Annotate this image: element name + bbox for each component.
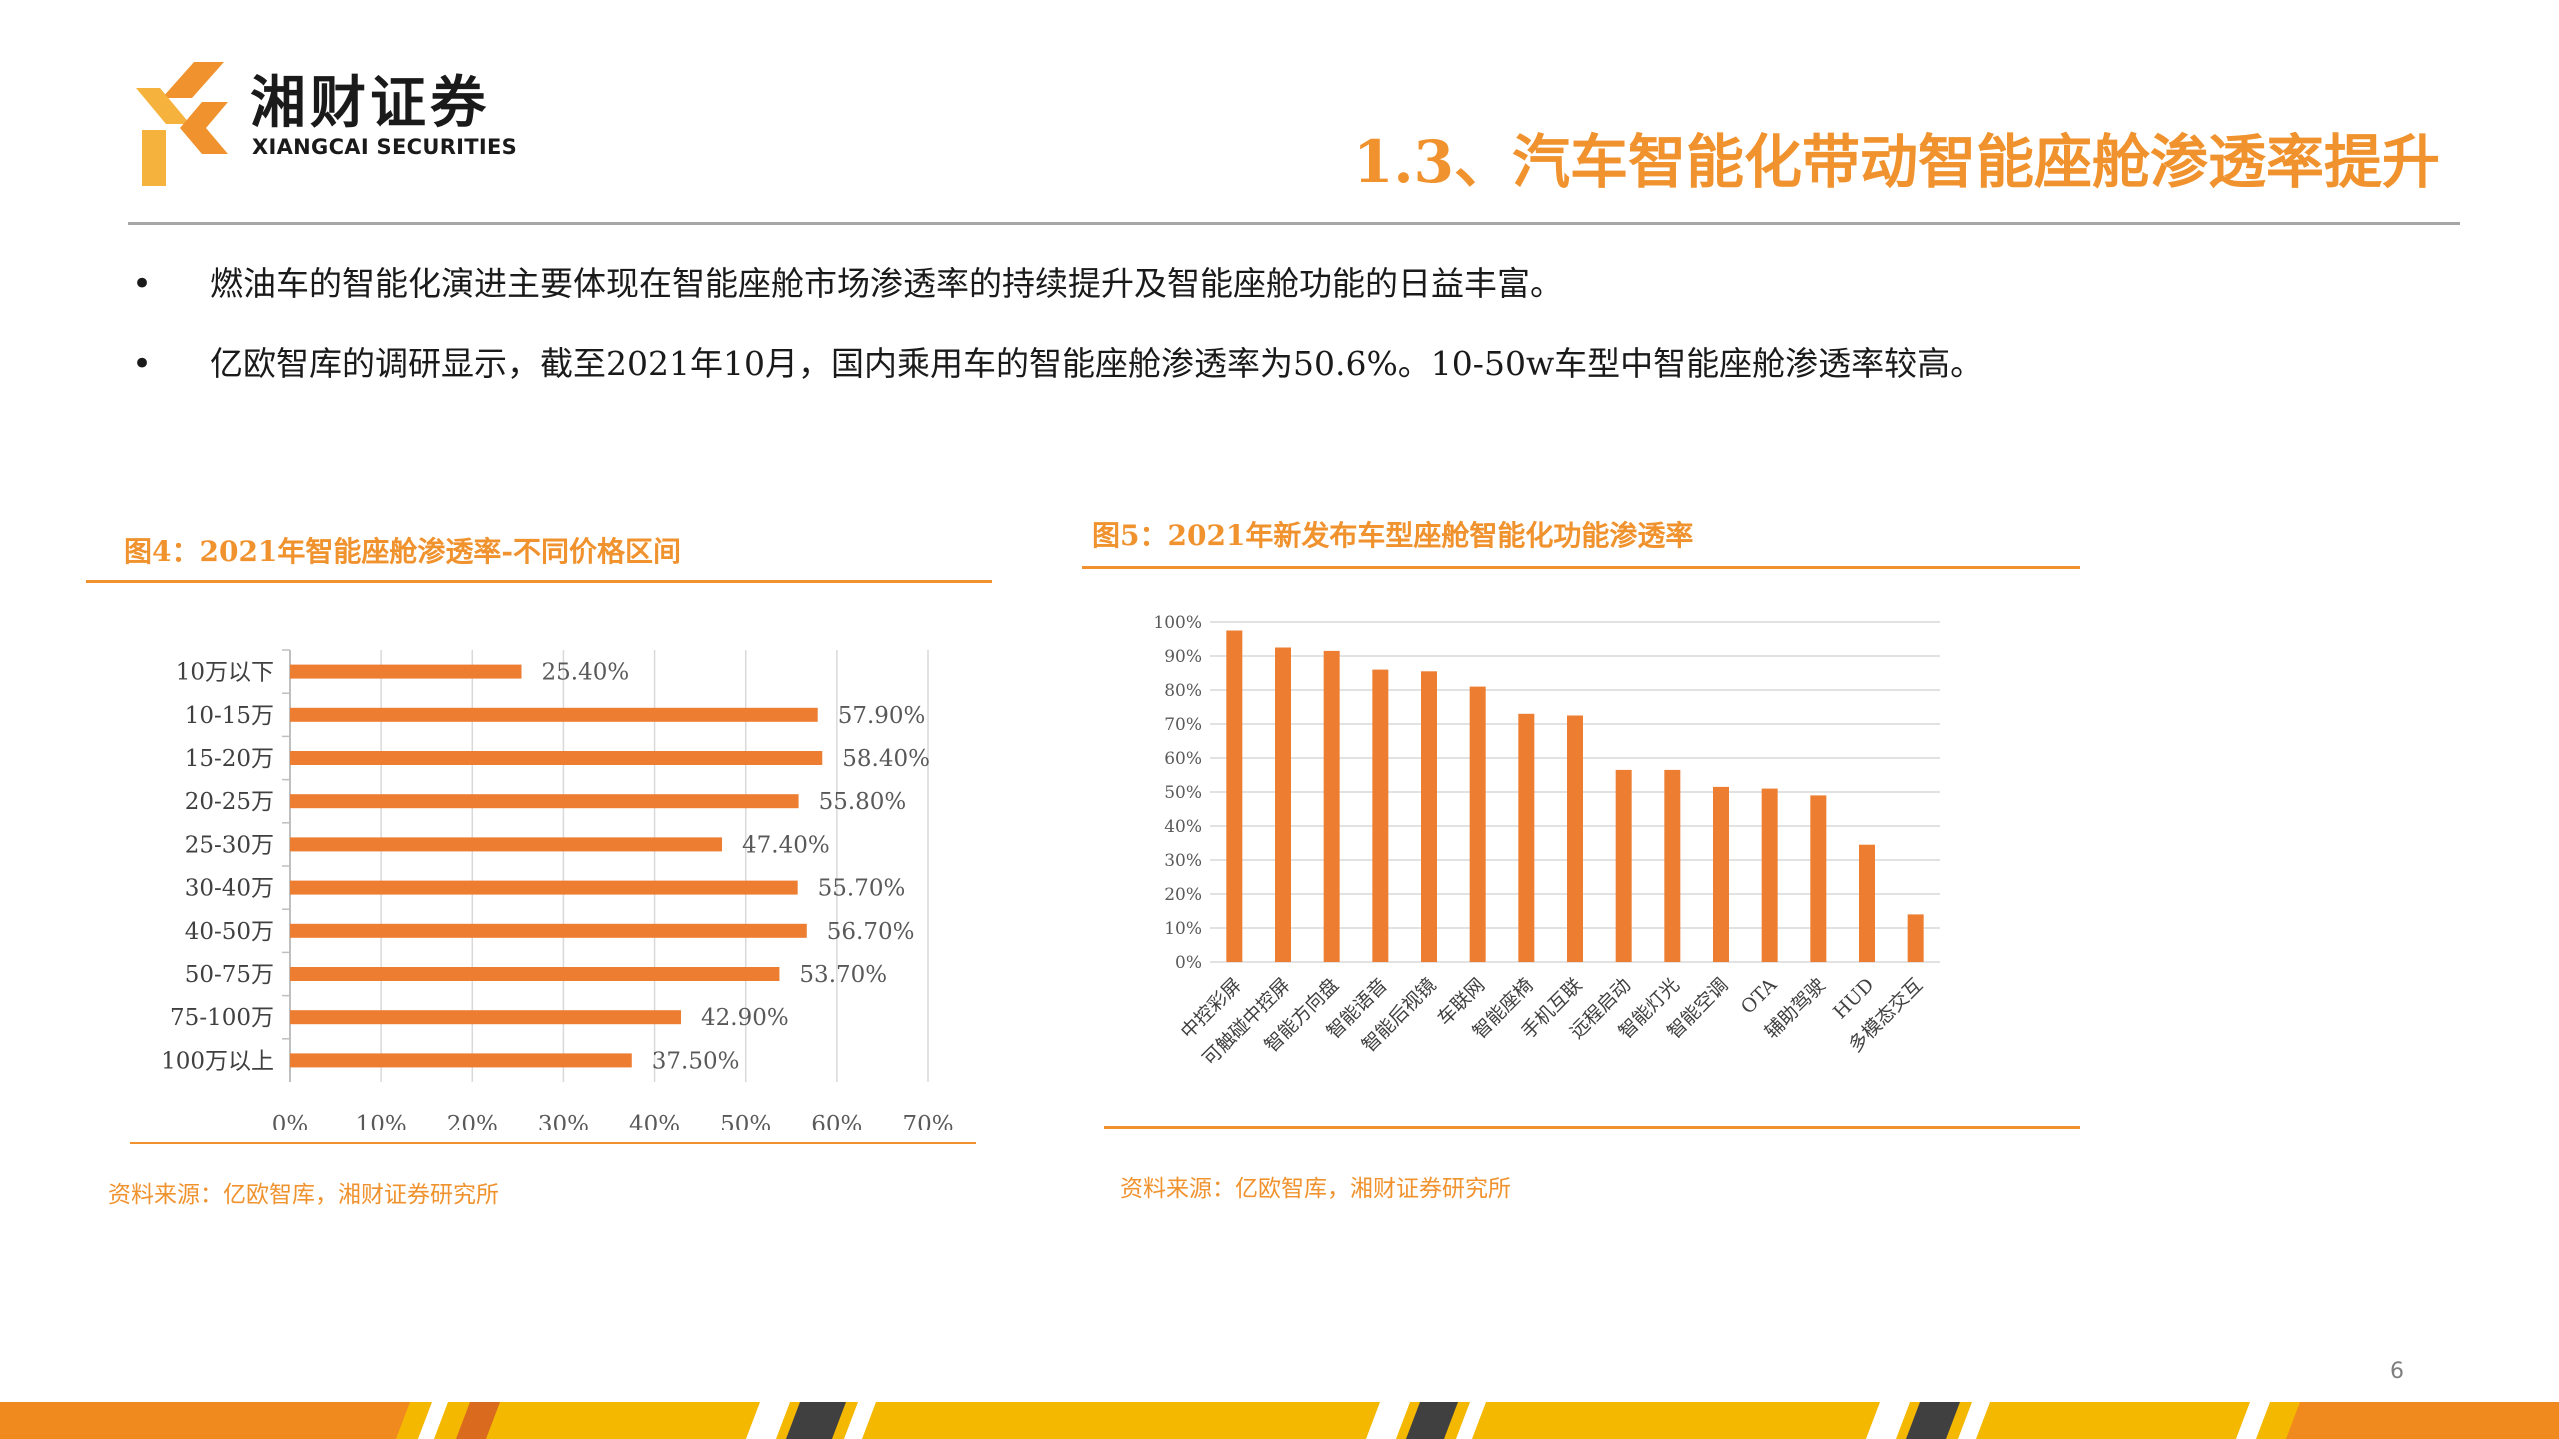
fig4-bar [290,1053,632,1068]
fig5-y-tick-label: 50% [1164,783,1202,803]
fig4-title: 图4：2021年智能座舱渗透率-不同价格区间 [124,535,682,568]
fig4-data-label: 47.40% [742,832,830,858]
fig4-x-tick-label: 10% [356,1112,407,1130]
fig4-bottom-rule [130,1142,976,1144]
fig5-y-tick-label: 40% [1164,817,1202,837]
fig5-bar [1664,769,1681,962]
logo-mark-middle [180,102,228,154]
fig4-source: 资料来源：亿欧智库，湘财证券研究所 [108,1182,499,1208]
fig4-category-label: 10-15万 [185,703,274,729]
fig4-bar [290,794,799,809]
fig5-y-tick-label: 60% [1164,749,1202,769]
fig5-source: 资料来源：亿欧智库，湘财证券研究所 [1120,1176,1511,1202]
fig5-y-tick-label: 100% [1153,613,1202,633]
fig5-y-tick-label: 70% [1164,715,1202,735]
fig5-bar [1761,788,1778,962]
logo-mark-bottom [142,130,166,186]
fig4-bar [290,707,818,722]
fig4-x-tick-label: 50% [720,1112,771,1130]
fig5-bar [1567,715,1583,962]
fig5-y-tick-label: 20% [1164,885,1202,905]
fig4-bar [290,967,780,981]
slide-title: 1.3、汽车智能化带动智能座舱渗透率提升 [1353,128,2440,196]
fig5-bar [1323,650,1340,962]
fig4-category-label: 100万以上 [161,1048,274,1074]
fig5-title: 图5：2021年新发布车型座舱智能化功能渗透率 [1092,519,1694,552]
fig4-bar [290,1010,682,1025]
fig5-bar [1810,795,1827,962]
logo-mark-top [162,62,224,98]
fig4-category-label: 20-25万 [185,789,274,815]
fig5-bar [1469,686,1486,962]
fig4-data-label: 37.50% [652,1048,740,1074]
fig4-data-label: 56.70% [827,919,915,945]
fig4-data-label: 53.70% [799,962,887,988]
fig4-bar [290,751,823,765]
fig4-data-label: 57.90% [838,703,926,729]
fig4-category-label: 30-40万 [185,876,274,902]
fig5-bar [1713,786,1729,962]
fig4-category-label: 10万以下 [176,660,274,686]
fig4-data-label: 58.40% [842,746,930,772]
fig4-top-rule [86,580,992,583]
bullet-text-1: 燃油车的智能化演进主要体现在智能座舱市场渗透率的持续提升及智能座舱功能的日益丰富… [210,264,1563,303]
header-divider [128,222,2460,225]
fig5-category-label: OTA [1737,974,1782,1019]
fig5-y-tick-label: 0% [1175,953,1202,973]
fig4-x-tick-label: 0% [272,1112,309,1130]
fig4-bar [290,880,798,895]
fig4-category-label: 15-20万 [185,746,274,772]
bullet-text-2: 亿欧智库的调研显示，截至2021年10月，国内乘用车的智能座舱渗透率为50.6%… [210,344,1984,383]
fig5-bar [1907,914,1924,962]
xiangcai-logo [136,62,228,186]
fig4-data-label: 55.80% [819,789,907,815]
fig5-top-rule [1082,566,2080,569]
logo-mark-left [136,88,190,124]
footer-stripe-band [0,1402,2559,1439]
brand-name-cn: 湘财证券 [250,71,490,136]
fig4-data-label: 42.90% [701,1005,789,1031]
fig5-bar [1859,844,1875,962]
fig5-y-tick-label: 30% [1164,851,1202,871]
bullet-marker-1: • [132,264,153,304]
fig5-bar [1226,630,1243,962]
fig4-data-label: 55.70% [818,876,906,902]
fig5-y-tick-label: 90% [1164,647,1202,667]
fig4-bar [290,923,807,938]
fig4-x-tick-label: 70% [902,1112,953,1130]
fig4-x-tick-label: 30% [538,1112,589,1130]
brand-name-en: XIANGCAI SECURITIES [252,135,518,159]
fig5-y-tick-label: 10% [1164,919,1202,939]
fig5-bar [1372,669,1389,962]
fig5-bar [1615,769,1632,962]
fig4-category-label: 25-30万 [185,832,274,858]
fig4-category-label: 40-50万 [185,919,274,945]
page-number: 6 [2390,1359,2404,1384]
fig4-x-tick-label: 60% [811,1112,862,1130]
fig5-bar-chart: 0%10%20%30%40%50%60%70%80%90%100%中控彩屏可触碰… [1153,613,1940,1070]
fig4-x-tick-label: 20% [447,1112,498,1130]
fig4-data-label: 25.40% [542,660,630,686]
fig5-bar [1275,647,1291,962]
fig4-category-label: 50-75万 [185,962,274,988]
fig4-x-tick-label: 40% [629,1112,680,1130]
fig5-bottom-rule [1104,1126,2080,1129]
bullet-marker-2: • [132,344,153,384]
fig4-bar-chart: 0% 10% 20% 30% 40% 50% 60% 70% 10万以下 25.40% 10-15万… [161,649,954,1130]
fig5-y-tick-label: 80% [1164,681,1202,701]
fig4-category-label: 75-100万 [170,1005,274,1031]
fig5-bar [1518,713,1535,962]
fig4-bar [290,837,723,852]
fig5-bar [1421,671,1437,962]
fig4-bar [290,664,522,679]
